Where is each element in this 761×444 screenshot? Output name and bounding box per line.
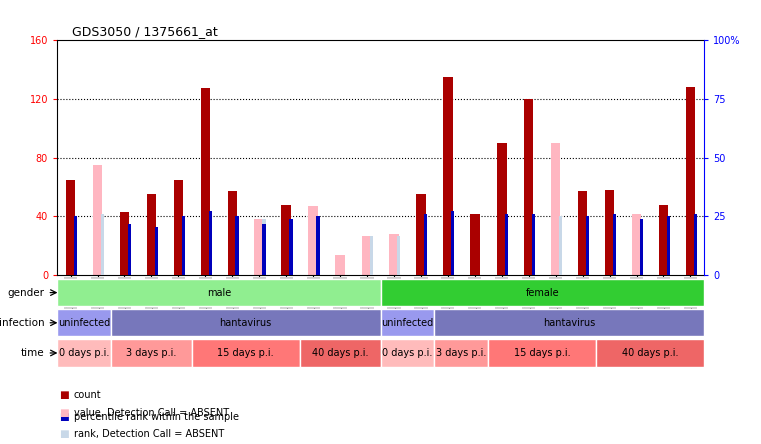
Text: 3 days p.i.: 3 days p.i. <box>126 348 177 358</box>
Text: 40 days p.i.: 40 days p.i. <box>312 348 368 358</box>
Text: count: count <box>74 390 101 400</box>
Bar <box>119 212 129 275</box>
Bar <box>317 217 320 275</box>
Bar <box>596 339 704 367</box>
Text: 3 days p.i.: 3 days p.i. <box>436 348 486 358</box>
Bar <box>235 217 239 275</box>
Bar <box>578 191 587 275</box>
Bar <box>57 339 111 367</box>
Text: infection: infection <box>0 318 44 328</box>
Bar <box>282 205 291 275</box>
Bar <box>300 339 380 367</box>
Text: value, Detection Call = ABSENT: value, Detection Call = ABSENT <box>74 408 229 418</box>
Bar <box>667 217 670 275</box>
Text: ■: ■ <box>59 412 69 421</box>
Text: percentile rank within the sample: percentile rank within the sample <box>74 412 239 421</box>
Bar <box>192 339 300 367</box>
Bar <box>380 309 435 337</box>
Bar <box>659 205 668 275</box>
Bar <box>228 191 237 275</box>
Bar <box>686 87 695 275</box>
Bar <box>586 217 589 275</box>
Bar <box>174 180 183 275</box>
Bar <box>380 279 704 306</box>
Text: time: time <box>21 348 44 358</box>
Bar <box>57 279 380 306</box>
Bar <box>605 190 614 275</box>
Bar <box>380 339 435 367</box>
Bar <box>111 339 192 367</box>
Text: ■: ■ <box>59 408 69 418</box>
Bar <box>128 224 131 275</box>
Text: 40 days p.i.: 40 days p.i. <box>622 348 678 358</box>
Text: hantavirus: hantavirus <box>220 318 272 328</box>
Bar <box>209 210 212 275</box>
Bar <box>424 214 428 275</box>
Bar <box>362 236 371 275</box>
Bar <box>470 214 479 275</box>
Bar <box>263 224 266 275</box>
Bar <box>497 143 507 275</box>
Bar <box>532 214 535 275</box>
Bar <box>201 88 210 275</box>
Bar <box>93 165 102 275</box>
Bar <box>317 217 320 275</box>
Bar <box>336 255 345 275</box>
Bar <box>74 217 77 275</box>
Bar <box>390 234 399 275</box>
Bar <box>371 236 374 275</box>
Text: 15 days p.i.: 15 days p.i. <box>514 348 571 358</box>
Text: GDS3050 / 1375661_at: GDS3050 / 1375661_at <box>72 25 218 38</box>
Text: 0 days p.i.: 0 days p.i. <box>59 348 110 358</box>
Text: hantavirus: hantavirus <box>543 318 595 328</box>
Bar <box>416 194 425 275</box>
Bar <box>57 309 111 337</box>
Bar <box>154 227 158 275</box>
Bar <box>397 236 400 275</box>
Bar <box>632 214 642 275</box>
Bar <box>111 309 380 337</box>
Bar <box>435 339 489 367</box>
Bar <box>435 309 704 337</box>
Bar <box>100 214 104 275</box>
Bar <box>559 217 562 275</box>
Bar <box>147 194 156 275</box>
Text: female: female <box>525 288 559 297</box>
Text: 0 days p.i.: 0 days p.i. <box>382 348 433 358</box>
Bar <box>263 219 266 275</box>
Bar <box>289 219 293 275</box>
Bar <box>489 339 596 367</box>
Text: 15 days p.i.: 15 days p.i. <box>218 348 274 358</box>
Text: ■: ■ <box>59 429 69 439</box>
Bar <box>182 217 185 275</box>
Text: male: male <box>207 288 231 297</box>
Bar <box>640 224 643 275</box>
Bar <box>551 143 560 275</box>
Bar <box>254 219 264 275</box>
Bar <box>524 99 533 275</box>
Bar <box>505 214 508 275</box>
Bar <box>640 219 643 275</box>
Text: uninfected: uninfected <box>381 318 434 328</box>
Text: gender: gender <box>7 288 44 297</box>
Bar <box>613 214 616 275</box>
Bar <box>694 214 697 275</box>
Bar <box>443 77 453 275</box>
Bar <box>451 210 454 275</box>
Text: rank, Detection Call = ABSENT: rank, Detection Call = ABSENT <box>74 429 224 439</box>
Bar <box>66 180 75 275</box>
Bar <box>308 206 318 275</box>
Text: uninfected: uninfected <box>58 318 110 328</box>
Text: ■: ■ <box>59 390 69 400</box>
